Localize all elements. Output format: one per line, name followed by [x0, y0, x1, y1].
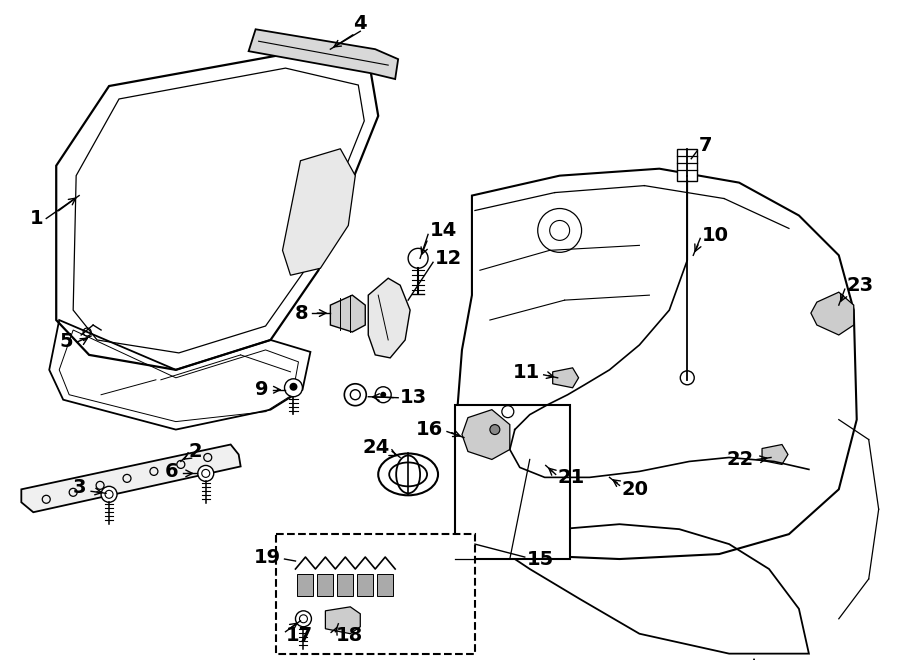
- Text: 21: 21: [558, 468, 585, 487]
- Polygon shape: [536, 451, 562, 471]
- Text: 9: 9: [255, 380, 268, 399]
- Circle shape: [345, 384, 366, 406]
- Circle shape: [380, 392, 386, 398]
- Polygon shape: [326, 607, 360, 634]
- Text: 10: 10: [702, 226, 729, 245]
- Circle shape: [101, 486, 117, 502]
- Circle shape: [290, 383, 298, 391]
- Text: 22: 22: [727, 450, 754, 469]
- Bar: [678, 149, 698, 180]
- Circle shape: [490, 424, 500, 434]
- Text: 1: 1: [30, 209, 43, 228]
- Polygon shape: [553, 368, 579, 388]
- Circle shape: [680, 371, 694, 385]
- Text: 3: 3: [73, 478, 86, 497]
- Text: 15: 15: [526, 549, 554, 568]
- Bar: [455, 405, 570, 559]
- Text: 5: 5: [59, 332, 73, 352]
- Bar: [275, 534, 475, 654]
- Polygon shape: [368, 278, 410, 358]
- Text: 11: 11: [512, 364, 540, 382]
- Text: 7: 7: [699, 136, 713, 155]
- Text: 2: 2: [189, 442, 202, 461]
- Circle shape: [284, 379, 302, 397]
- Text: 17: 17: [285, 626, 312, 645]
- Text: 13: 13: [400, 388, 428, 407]
- Text: 12: 12: [435, 249, 463, 268]
- Circle shape: [295, 611, 311, 627]
- Polygon shape: [462, 410, 509, 459]
- Text: 6: 6: [166, 462, 179, 481]
- Polygon shape: [330, 295, 365, 332]
- Polygon shape: [22, 444, 240, 512]
- Text: 14: 14: [430, 221, 457, 240]
- Polygon shape: [248, 29, 398, 79]
- Text: 18: 18: [336, 626, 363, 645]
- Text: 20: 20: [622, 480, 649, 499]
- Circle shape: [408, 249, 428, 268]
- Bar: [357, 574, 374, 596]
- Bar: [298, 574, 313, 596]
- Polygon shape: [811, 292, 854, 335]
- Text: 23: 23: [847, 276, 874, 295]
- Text: 4: 4: [354, 14, 367, 33]
- Text: 8: 8: [295, 303, 309, 323]
- Text: 24: 24: [363, 438, 391, 457]
- Text: 16: 16: [416, 420, 443, 439]
- Circle shape: [198, 465, 213, 481]
- Polygon shape: [283, 149, 356, 275]
- Bar: [318, 574, 333, 596]
- Text: 19: 19: [254, 547, 281, 566]
- Bar: [338, 574, 354, 596]
- Polygon shape: [762, 444, 788, 465]
- Bar: [377, 574, 393, 596]
- Ellipse shape: [378, 453, 438, 495]
